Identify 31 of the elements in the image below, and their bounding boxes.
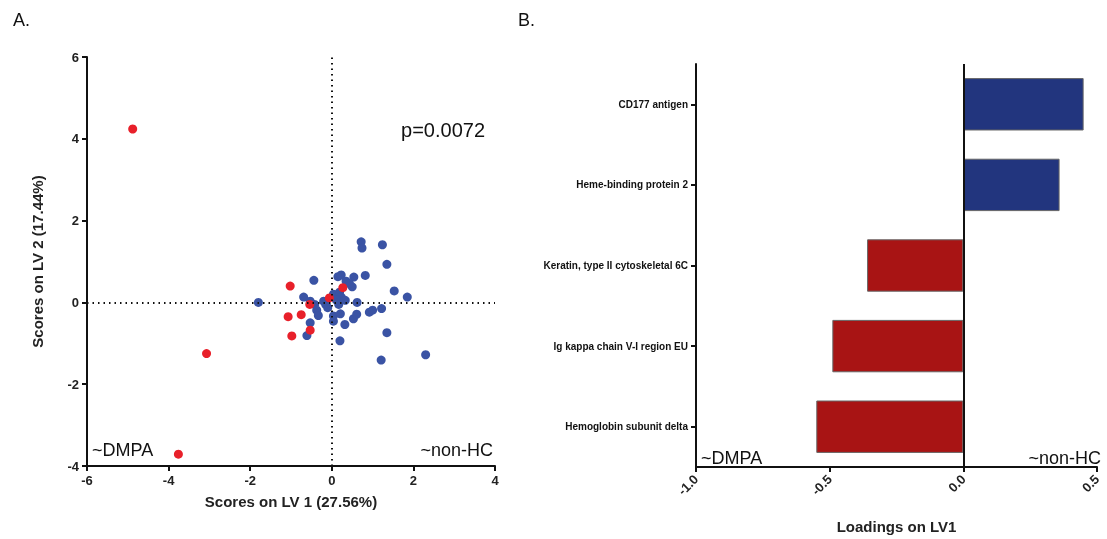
text: B. <box>518 10 536 30</box>
y-tick-label: Keratin, type II cytoskeletal 6C <box>543 260 688 271</box>
y-tick-label: CD177 antigen <box>618 98 688 110</box>
x-tick-label: -6 <box>81 473 93 488</box>
chart-title: A. <box>13 10 31 30</box>
annotation: ~non-HC <box>420 440 494 460</box>
y-tick-label: 0 <box>71 294 79 310</box>
x-tick-label: -4 <box>162 473 176 488</box>
x-tick-label: -1.0 <box>674 471 702 499</box>
y-tick-label: Hemoglobin subunit delta <box>565 421 689 433</box>
x-axis-title: Loadings on LV1 <box>836 518 957 535</box>
y-tick-label: -2 <box>67 376 79 392</box>
y-tick-label: Heme-binding protein 2 <box>576 179 689 191</box>
x-axis-title: Scores on LV 1 (27.56%) <box>204 493 378 510</box>
x-tick-label: 0.0 <box>945 471 969 496</box>
annotation: ~DMPA <box>701 448 763 468</box>
x-tick-label: -0.5 <box>808 471 835 499</box>
x-tick-label: -2 <box>244 473 256 488</box>
x-tick-label: 4 <box>491 473 500 488</box>
y-tick-label: -4 <box>67 458 80 474</box>
y-tick-label: 6 <box>71 49 79 65</box>
y-axis-title: Scores on LV 2 (17.44%) <box>29 175 46 348</box>
y-tick-label: 4 <box>71 131 80 147</box>
y-tick-label: 2 <box>71 213 79 229</box>
annotation: ~non-HC <box>1028 448 1102 468</box>
x-tick-label: 0.5 <box>1078 471 1103 496</box>
x-tick-label: 0 <box>328 473 336 488</box>
annotation: ~DMPA <box>92 440 154 460</box>
annotation: p=0.0072 <box>401 119 486 141</box>
x-tick-label: 2 <box>409 473 418 488</box>
y-tick-label: Ig kappa chain V-I region EU <box>553 340 688 352</box>
